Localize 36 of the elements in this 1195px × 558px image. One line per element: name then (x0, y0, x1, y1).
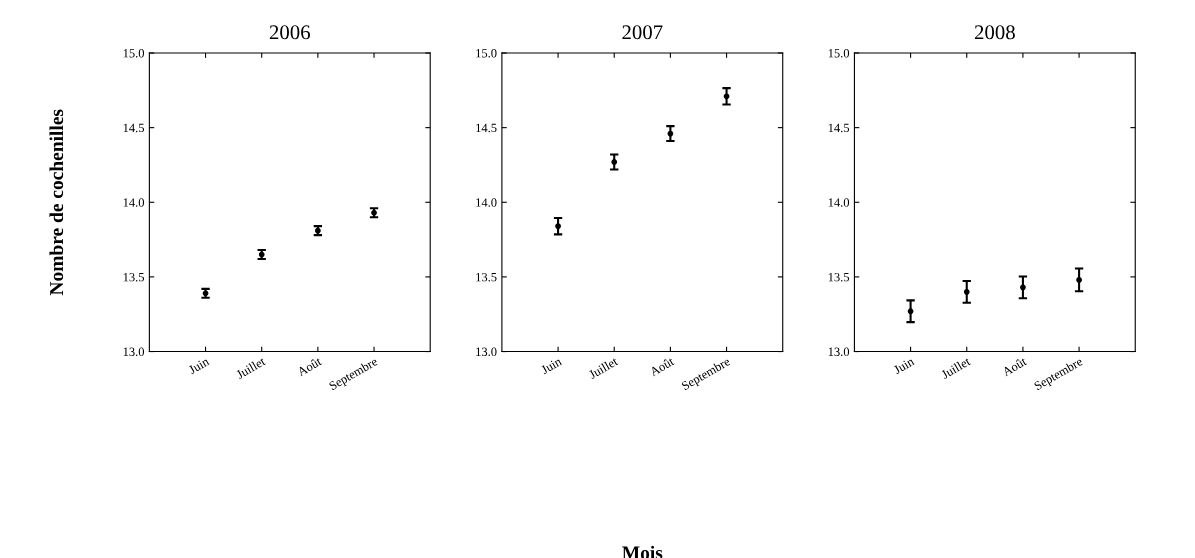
point (723, 93, 730, 100)
y-tick-label: 14.5 (828, 123, 850, 133)
y-tick-label: 15.0 (476, 49, 497, 58)
y-tick-label: 14.0 (123, 198, 145, 207)
x-tick-label: Juin (892, 356, 915, 375)
y-tick-label: 13.0 (476, 347, 497, 357)
chart-title: 2008 (974, 25, 1015, 40)
y-tick-label: 14.0 (828, 198, 850, 207)
point (1076, 277, 1082, 283)
y-axis-title: Nombre de cochenilles (49, 109, 64, 296)
y-tick-label: 13.5 (123, 272, 145, 282)
y-tick-label: 15.0 (123, 49, 145, 58)
x-tick-label: Août (296, 356, 323, 377)
point (963, 288, 970, 295)
point (555, 223, 561, 230)
y-tick-label: 14.5 (123, 123, 145, 133)
x-tick-label: Juillet (235, 356, 267, 380)
y-tick-label: 13.0 (828, 347, 850, 357)
x-tick-label: Août (1001, 356, 1028, 377)
y-tick-label: 14.5 (476, 123, 497, 133)
x-tick-label: Juin (540, 356, 563, 375)
point (1020, 284, 1026, 291)
x-tick-label: Août (648, 356, 675, 377)
point (667, 130, 674, 137)
y-tick-label: 13.5 (828, 272, 850, 282)
chart-title: 2007 (622, 25, 663, 40)
y-tick-label: 14.0 (476, 198, 497, 207)
y-tick-label: 13.5 (476, 272, 497, 282)
y-tick-label: 15.0 (828, 49, 850, 58)
point (611, 159, 618, 165)
y-tick-label: 13.0 (123, 347, 145, 357)
x-tick-label: Juillet (588, 356, 619, 380)
x-tick-label: Juillet (940, 356, 972, 380)
chart-title: 2006 (269, 25, 310, 40)
point (907, 308, 914, 315)
x-tick-label: Juin (187, 356, 210, 375)
